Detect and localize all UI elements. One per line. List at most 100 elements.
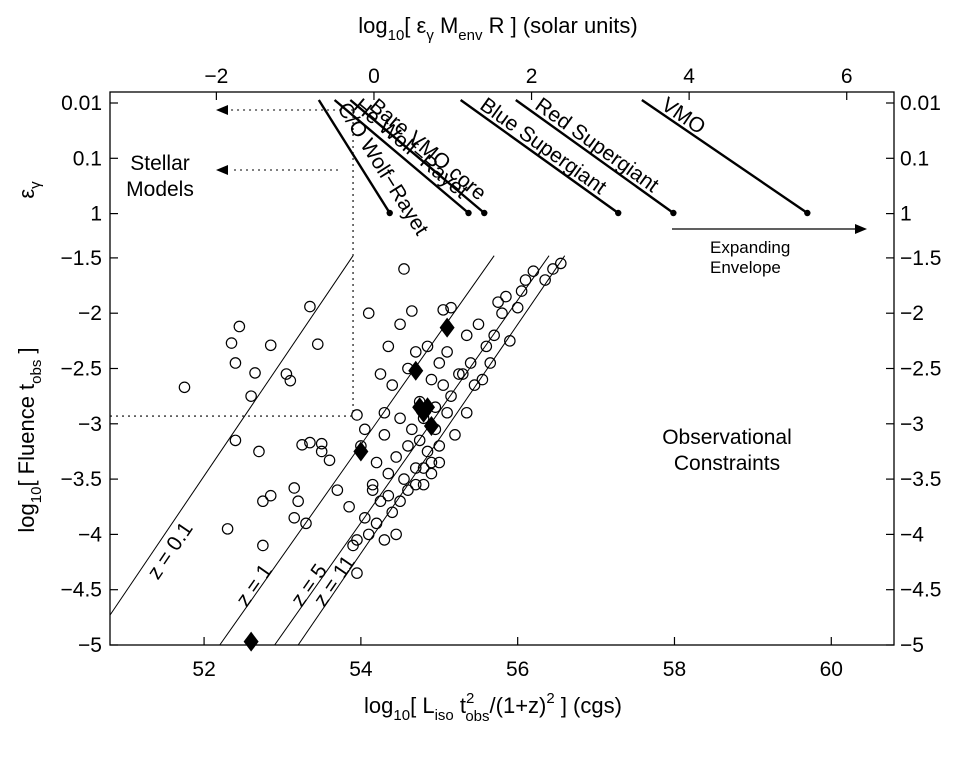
data-point-circle (382, 489, 395, 502)
data-point-circle (425, 373, 438, 386)
data-point-circle (484, 357, 497, 369)
data-point-circle (480, 340, 493, 353)
y-tick-label-right: −5 (900, 634, 924, 657)
data-point-circle (433, 440, 446, 452)
top-axis-label: log10[ εγ Menv R ] (solar units) (358, 13, 638, 44)
y-tick-label: −4 (78, 523, 102, 546)
eps-tick-label-right: 1 (900, 203, 912, 226)
data-point-circle (445, 301, 457, 314)
data-point-circle (378, 429, 391, 441)
progenitor-model-endpoint (670, 209, 677, 217)
progenitor-model-endpoint (386, 209, 393, 217)
data-point-circle (527, 265, 540, 277)
data-point-circle (496, 307, 508, 319)
data-point-circle (413, 434, 426, 447)
data-point-diamond (420, 397, 436, 418)
data-point-diamond (439, 317, 455, 338)
data-point-circle (264, 339, 277, 352)
data-point-circle (229, 357, 242, 369)
data-point-circle (500, 290, 512, 303)
expanding-envelope-label: Expanding Envelope (710, 238, 790, 277)
eps-tick-label-right: 0.01 (900, 92, 941, 115)
data-point-diamond (353, 441, 369, 462)
data-point-circle (519, 274, 532, 286)
x-tick-label: 58 (663, 658, 686, 681)
data-point-circle (539, 274, 551, 286)
data-point-circle (464, 357, 477, 369)
data-point-circle (366, 484, 379, 496)
data-point-circle (425, 456, 438, 469)
data-point-circle (304, 436, 316, 449)
data-point-circle (284, 374, 297, 387)
data-point-circle (264, 489, 277, 502)
redshift-line (274, 255, 550, 646)
data-point-circle (390, 451, 402, 463)
data-point-circle (304, 300, 316, 313)
data-point-circle (366, 478, 379, 491)
data-point-circle (351, 534, 363, 546)
epsilon-axis-label: εγ (14, 181, 44, 199)
data-point-circle (449, 429, 461, 441)
top-tick-label: 4 (683, 65, 695, 88)
y-tick-label: −1.5 (61, 247, 102, 270)
progenitor-model-endpoint (615, 209, 622, 217)
data-point-circle (421, 340, 434, 353)
top-tick-label: −2 (204, 65, 228, 88)
data-point-circle (331, 484, 344, 496)
eps-tick-label: 1 (90, 203, 102, 226)
data-point-circle (460, 329, 473, 342)
data-point-circle (358, 423, 371, 436)
eps-tick-label-right: 0.1 (900, 147, 929, 170)
progenitor-model-line (459, 99, 619, 214)
x-tick-label: 52 (192, 658, 215, 681)
y-tick-label: −2.5 (61, 358, 102, 381)
data-point-circle (233, 320, 246, 333)
y-tick-label: −4.5 (61, 579, 102, 602)
data-point-circle (425, 467, 438, 480)
y-tick-label-right: −3 (900, 413, 924, 436)
data-point-circle (257, 495, 269, 508)
data-point-circle (288, 482, 301, 494)
data-point-circle (280, 368, 293, 380)
data-point-circle (362, 528, 375, 541)
data-point-circle (433, 357, 446, 369)
data-point-circle (300, 517, 312, 530)
data-point-circle (488, 329, 500, 342)
data-point-circle (229, 434, 242, 447)
data-point-circle (515, 285, 528, 297)
data-point-circle (315, 445, 328, 458)
data-point-circle (358, 512, 371, 524)
top-tick-label: 2 (526, 65, 538, 88)
data-point-circle (382, 340, 395, 353)
data-point-circle (249, 367, 261, 379)
data-point-circle (253, 445, 265, 458)
data-point-circle (554, 257, 567, 270)
data-point-circle (378, 406, 391, 419)
data-point-circle (441, 406, 453, 419)
progenitor-model-line (349, 99, 486, 214)
data-point-circle (402, 484, 414, 496)
data-point-circle (460, 406, 473, 419)
progenitor-model-endpoint (465, 209, 472, 217)
progenitor-model-line (317, 99, 391, 214)
data-point-circle (370, 517, 383, 530)
data-point-circle (311, 338, 324, 350)
y-tick-label: −3.5 (61, 468, 102, 491)
data-point-circle (547, 263, 559, 275)
data-point-diamond (243, 631, 259, 652)
data-point-circle (351, 567, 363, 579)
data-point-circle (511, 301, 524, 314)
data-point-circle (374, 495, 387, 508)
y-tick-label-right: −1.5 (900, 247, 941, 270)
data-point-diamond (408, 360, 424, 381)
redshift-line-label: z = 0.1 (143, 518, 198, 584)
redshift-line-label: z = 1 (232, 560, 277, 611)
data-point-circle (370, 456, 383, 469)
progenitor-model-endpoint (804, 209, 811, 217)
progenitor-model-line (333, 99, 470, 214)
data-point-circle (386, 379, 399, 391)
data-point-circle (398, 263, 410, 275)
data-point-circle (394, 412, 406, 425)
data-point-circle (394, 495, 406, 508)
